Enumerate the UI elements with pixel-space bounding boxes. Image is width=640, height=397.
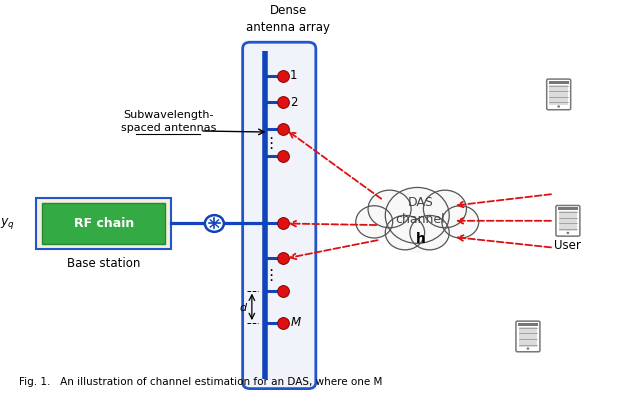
Circle shape [356, 206, 393, 238]
FancyBboxPatch shape [42, 203, 165, 244]
Circle shape [527, 347, 529, 350]
Circle shape [383, 194, 451, 253]
Bar [558, 207, 578, 210]
Circle shape [566, 232, 569, 234]
Text: $\mathbf{h}$: $\mathbf{h}$ [415, 231, 426, 245]
Circle shape [368, 190, 411, 228]
Bar [550, 85, 568, 105]
Circle shape [557, 105, 560, 108]
Text: Dense
antenna array: Dense antenna array [246, 4, 330, 34]
FancyBboxPatch shape [36, 198, 172, 249]
FancyBboxPatch shape [556, 206, 580, 236]
Circle shape [385, 216, 425, 250]
Circle shape [385, 187, 449, 243]
Text: DAS
channel: DAS channel [396, 197, 445, 226]
FancyBboxPatch shape [547, 79, 571, 110]
Circle shape [410, 216, 449, 250]
FancyBboxPatch shape [243, 42, 316, 389]
Text: Base station: Base station [67, 257, 140, 270]
Circle shape [442, 206, 479, 238]
FancyBboxPatch shape [516, 321, 540, 352]
Text: Subwavelength-
spaced antennas: Subwavelength- spaced antennas [120, 110, 216, 133]
Circle shape [424, 190, 467, 228]
Bar [518, 323, 538, 326]
Bar [559, 211, 577, 231]
Bar [518, 327, 537, 347]
Text: RF chain: RF chain [74, 217, 134, 230]
Bar [549, 81, 568, 84]
Text: $d$: $d$ [239, 301, 248, 313]
Text: Fig. 1.   An illustration of channel estimation for an DAS, where one M: Fig. 1. An illustration of channel estim… [19, 377, 383, 387]
Text: User: User [554, 239, 581, 252]
Text: 2: 2 [290, 96, 298, 109]
Text: $\vdots$: $\vdots$ [263, 135, 274, 151]
Text: $y_q$: $y_q$ [0, 216, 15, 231]
Text: $\vdots$: $\vdots$ [263, 267, 274, 283]
Text: 1: 1 [290, 69, 298, 82]
Text: $M$: $M$ [290, 316, 302, 330]
Circle shape [205, 215, 224, 232]
